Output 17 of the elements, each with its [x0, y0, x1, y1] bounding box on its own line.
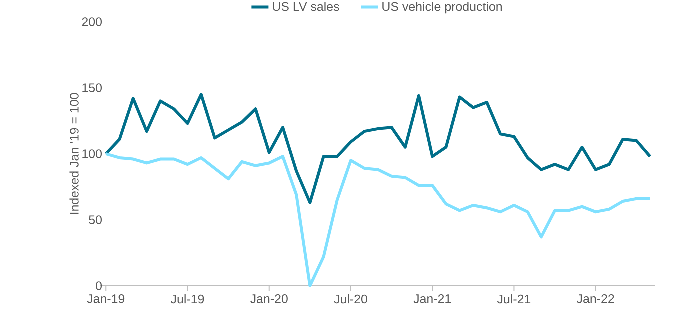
y-tick-label: 150	[82, 84, 102, 92]
line-series	[104, 152, 652, 288]
y-tick-label: 200	[82, 18, 102, 26]
x-tick-label: Jan-22	[576, 294, 614, 304]
legend-label: US vehicle production	[382, 2, 502, 14]
legend-label: US LV sales	[273, 2, 340, 12]
x-tick-label: Jan-21	[414, 294, 452, 304]
x-tick-label: Jan-20	[250, 294, 288, 304]
y-tick-label: 100	[82, 150, 102, 158]
line-series	[104, 93, 652, 204]
x-tick-label: Jul-21	[497, 294, 531, 304]
y-tick-label: 0	[96, 282, 102, 290]
x-tick-label: Jan-19	[87, 294, 125, 304]
x-tick-label: Jul-19	[170, 294, 204, 304]
y-tick-label: 50	[89, 216, 102, 224]
y-axis-title: Indexed Jan '19 = 100	[70, 93, 79, 214]
x-tick-label: Jul-20	[334, 294, 368, 304]
